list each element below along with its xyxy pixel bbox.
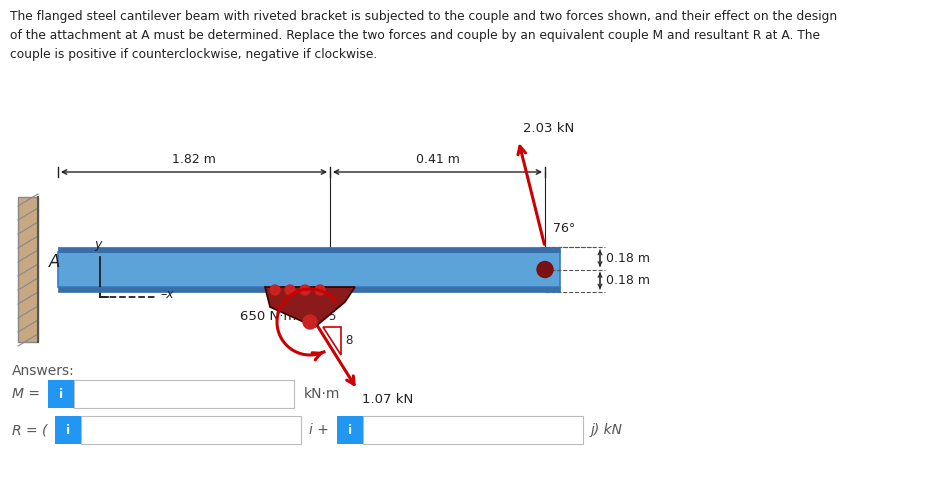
Text: R = (: R = ( <box>12 423 48 437</box>
Bar <box>58 252 560 287</box>
Bar <box>363 416 583 444</box>
Text: Answers:: Answers: <box>12 364 75 378</box>
Text: The flanged steel cantilever beam with riveted bracket is subjected to the coupl: The flanged steel cantilever beam with r… <box>10 10 837 61</box>
Text: M =: M = <box>12 387 40 401</box>
Circle shape <box>270 285 280 295</box>
Text: 2.03 kN: 2.03 kN <box>523 122 575 135</box>
Text: y: y <box>94 238 102 251</box>
Bar <box>55 416 81 444</box>
Text: 0.18 m: 0.18 m <box>606 252 650 265</box>
Bar <box>18 197 38 342</box>
Bar <box>74 380 294 408</box>
Text: i: i <box>66 424 70 437</box>
Circle shape <box>300 285 310 295</box>
Text: j) kN: j) kN <box>591 423 623 437</box>
Text: 1.82 m: 1.82 m <box>172 153 216 166</box>
Text: 8: 8 <box>345 335 352 348</box>
Text: 650 N·m: 650 N·m <box>240 310 296 323</box>
Circle shape <box>315 285 325 295</box>
Text: A: A <box>49 253 61 271</box>
Bar <box>48 380 74 408</box>
Bar <box>58 247 560 252</box>
Text: i: i <box>59 388 63 401</box>
Bar <box>337 416 363 444</box>
Text: i +: i + <box>309 423 329 437</box>
Text: 5: 5 <box>329 310 335 323</box>
Text: 0.41 m: 0.41 m <box>415 153 460 166</box>
Text: i: i <box>348 424 352 437</box>
Text: –x: –x <box>160 289 174 302</box>
Text: kN·m: kN·m <box>304 387 340 401</box>
Text: 76°: 76° <box>553 223 576 236</box>
Circle shape <box>303 315 317 329</box>
Circle shape <box>537 262 553 278</box>
Polygon shape <box>265 287 355 327</box>
Circle shape <box>285 285 295 295</box>
Bar <box>81 416 301 444</box>
Text: 1.07 kN: 1.07 kN <box>362 393 413 406</box>
Text: 0.18 m: 0.18 m <box>606 274 650 287</box>
Bar <box>58 287 560 292</box>
